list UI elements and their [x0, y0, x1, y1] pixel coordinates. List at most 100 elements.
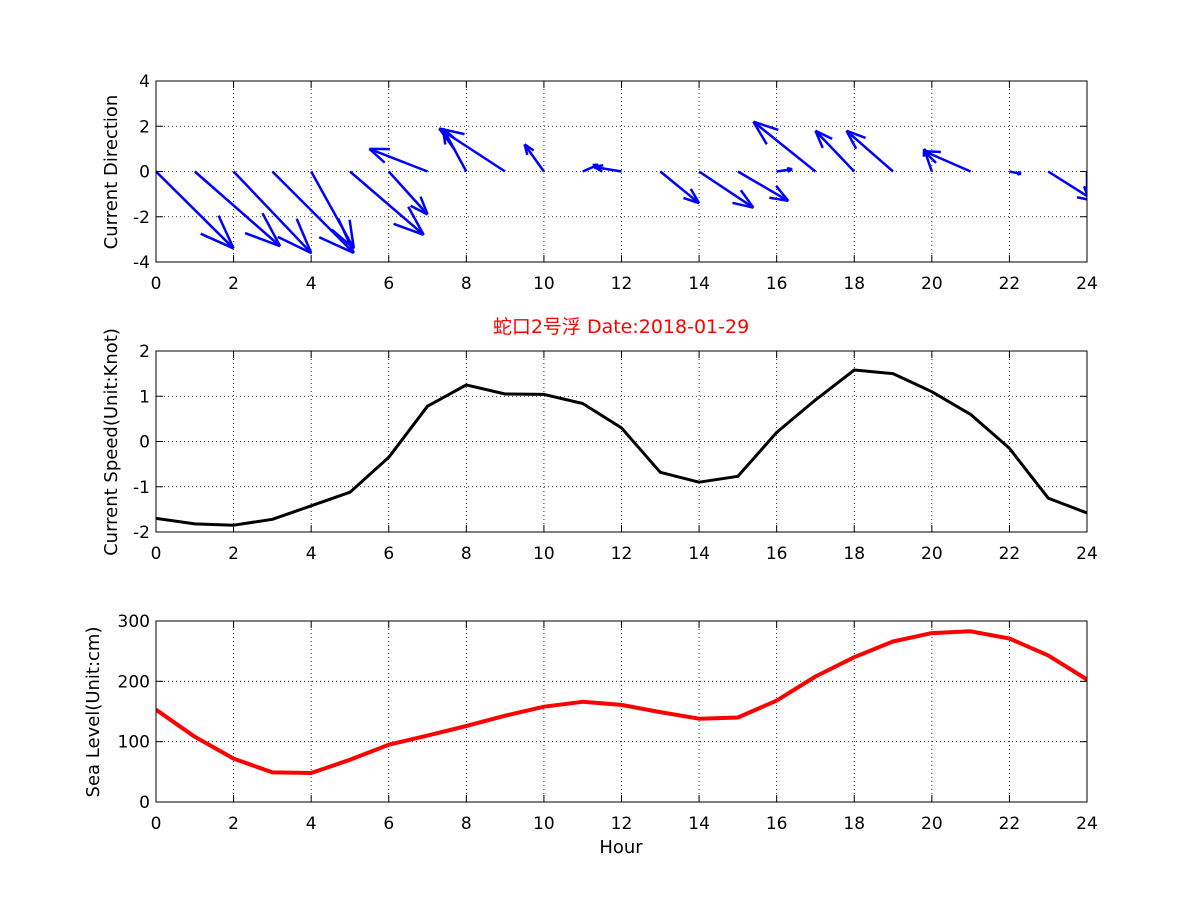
x-tick-label: 12 [611, 544, 633, 564]
x-tick-label: 2 [228, 274, 239, 294]
x-tick-label: 12 [611, 814, 633, 834]
y-axis-label-speed: Current Speed(Unit:Knot) [101, 328, 122, 556]
quiver-arrow [698, 170, 755, 209]
arrow-head [732, 201, 754, 209]
x-tick-label: 20 [921, 544, 943, 564]
data-layer [156, 629, 1087, 775]
x-tick-label: 16 [766, 814, 788, 834]
y-tick-label: 0 [139, 433, 150, 453]
arrow-head [739, 189, 755, 209]
arrow-shaft [310, 170, 355, 250]
arrow-shaft [594, 165, 622, 173]
quiver-arrow [659, 170, 701, 205]
x-tick-label: 4 [306, 274, 317, 294]
arrow-head [846, 129, 867, 140]
quiver-arrow [387, 170, 429, 216]
arrow-head [244, 231, 281, 248]
x-tick-label: 0 [151, 274, 162, 294]
arrow-shaft [523, 143, 545, 173]
arrow-shaft [349, 170, 425, 236]
quiver-arrow [593, 163, 622, 173]
y-tick-label: 1 [139, 387, 150, 407]
arrow-head [845, 130, 858, 150]
y-tick-label: -2 [133, 523, 150, 543]
x-tick-label: 18 [843, 814, 865, 834]
arrow-head [438, 127, 465, 136]
quiver-arrow [845, 129, 894, 173]
quiver-arrow [737, 170, 790, 203]
x-axis-label: Hour [599, 837, 643, 858]
x-tick-label: 14 [688, 814, 710, 834]
arrow-head [753, 120, 779, 132]
y-tick-label: 0 [139, 163, 150, 183]
quiver-arrow [368, 147, 428, 173]
arrow-shaft [441, 127, 468, 173]
x-tick-label: 2 [228, 814, 239, 834]
data-layer [156, 368, 1087, 527]
y-tick-label: 100 [118, 733, 150, 753]
x-tick-label: 18 [843, 544, 865, 564]
y-tick-label: -1 [133, 478, 150, 498]
y-tick-label: 2 [139, 342, 150, 362]
arrow-head [923, 150, 937, 164]
arrow-head [814, 130, 824, 149]
arrow-head [752, 121, 768, 145]
y-axis-label-direction: Current Direction [101, 95, 122, 250]
x-tick-label: 10 [533, 274, 555, 294]
quiver-arrow [438, 127, 506, 173]
x-tick-label: 24 [1076, 814, 1098, 834]
axes-frame [155, 620, 1088, 803]
x-tick-label: 0 [151, 544, 162, 564]
arrow-head [200, 232, 235, 250]
arrow-head [261, 212, 282, 247]
x-tick-label: 20 [921, 274, 943, 294]
x-tick-label: 8 [461, 544, 472, 564]
series-line [156, 629, 1087, 775]
x-tick-label: 0 [151, 814, 162, 834]
x-tick-label: 4 [306, 544, 317, 564]
arrow-head [814, 129, 833, 140]
x-tick-label: 14 [688, 544, 710, 564]
y-tick-label: 4 [139, 72, 150, 92]
quiver-arrow [232, 170, 313, 255]
arrow-shaft [814, 129, 856, 173]
arrow-shaft [737, 170, 789, 202]
arrow-head [330, 228, 355, 250]
arrow-head [775, 185, 790, 202]
arrow-shaft [387, 170, 429, 216]
x-tick-label: 2 [228, 544, 239, 564]
quiver-arrow [156, 170, 235, 250]
x-tick-label: 6 [383, 274, 394, 294]
arrow-shaft [193, 170, 281, 248]
quiver-arrow [776, 166, 793, 173]
arrow-shaft [698, 170, 755, 209]
chart-title: 蛇口2号浮 Date:2018-01-29 [493, 316, 749, 338]
x-tick-label: 20 [921, 814, 943, 834]
x-tick-label: 10 [533, 544, 555, 564]
x-tick-label: 16 [766, 274, 788, 294]
y-tick-label: 0 [139, 793, 150, 813]
y-tick-label: 300 [118, 612, 150, 632]
x-tick-label: 8 [461, 274, 472, 294]
quiver-arrow [523, 143, 545, 173]
y-tick-label: -2 [133, 208, 150, 228]
y-axis-label-sea-level: Sea Level(Unit:cm) [83, 627, 104, 798]
y-tick-label: 2 [139, 117, 150, 137]
x-tick-label: 14 [688, 274, 710, 294]
x-tick-label: 12 [611, 274, 633, 294]
y-tick-label: -4 [133, 253, 150, 273]
arrow-head [924, 149, 941, 154]
x-tick-label: 22 [999, 814, 1021, 834]
x-tick-label: 10 [533, 814, 555, 834]
x-tick-label: 8 [461, 814, 472, 834]
arrow-shaft [923, 149, 972, 173]
arrow-head [438, 127, 456, 151]
arrow-head [787, 168, 793, 173]
arrow-shaft [156, 170, 235, 250]
x-tick-label: 4 [306, 814, 317, 834]
arrow-head [594, 163, 604, 169]
